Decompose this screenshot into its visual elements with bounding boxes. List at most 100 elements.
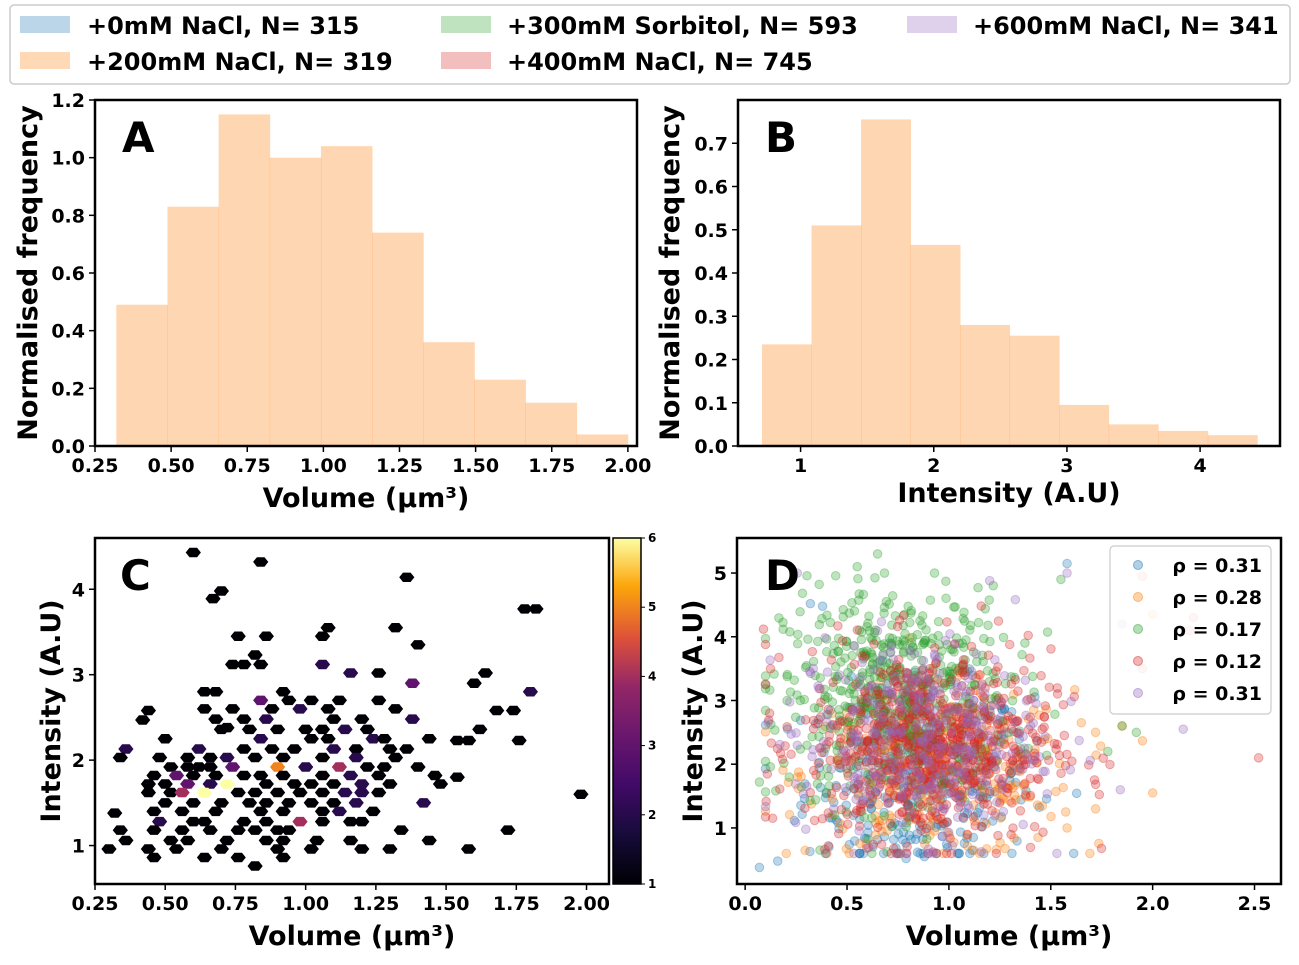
panel-d-point xyxy=(966,681,977,691)
panel-d-point xyxy=(842,809,852,820)
panel-d-point xyxy=(966,641,977,652)
panel-d-point xyxy=(855,814,865,825)
panel-d-point xyxy=(886,640,897,650)
panel-d-point xyxy=(847,650,857,661)
panel-d-point xyxy=(894,768,904,778)
panel-d-xticks: 0.0 0.5 1.0 1.5 2.0 2.5 xyxy=(728,884,1271,915)
panel-d-point xyxy=(830,661,841,672)
panel-a-xticks: 0.25 0.50 0.75 1.00 1.25 1.50 1.75 2.00 xyxy=(72,446,651,477)
panel-d-point xyxy=(853,788,864,799)
panel-d-point xyxy=(1034,710,1045,720)
panel-d-point xyxy=(942,617,952,627)
panel-d-xtick-label-2: 1.0 xyxy=(932,893,966,915)
panel-d-point xyxy=(1007,798,1017,808)
panel-d-point xyxy=(815,683,825,694)
panel-d-point xyxy=(997,724,1007,735)
panel-d-point xyxy=(907,746,917,757)
panel-d-point xyxy=(951,688,962,698)
panel-d-point xyxy=(862,746,872,756)
panel-d-point xyxy=(857,667,868,678)
panel-d-point xyxy=(866,747,876,757)
panel-d-point xyxy=(922,744,933,755)
panel-d-point xyxy=(944,708,954,719)
panel-c-hexbin-85 xyxy=(387,752,404,763)
panel-d-point xyxy=(861,839,871,850)
panel-d-point xyxy=(967,670,978,681)
panel-d-point xyxy=(914,821,925,832)
panel-d-point xyxy=(879,714,889,725)
panel-c-hexbin-20 xyxy=(477,668,493,678)
panel-d-point xyxy=(1030,751,1040,762)
panel-d-point xyxy=(955,732,966,743)
panel-d-point xyxy=(843,717,853,728)
panel-d-point xyxy=(1096,843,1107,854)
panel-d-point xyxy=(907,673,918,684)
panel-d-point xyxy=(916,728,926,739)
panel-c-hexbin-119 xyxy=(382,779,398,789)
panel-d-point xyxy=(919,769,929,780)
panel-d-point xyxy=(775,748,786,759)
panel-c-hexbin-139 xyxy=(258,798,274,808)
panel-d-point xyxy=(898,783,909,794)
panel-d-point xyxy=(760,671,771,681)
panel-c-hexbin-6 xyxy=(528,604,544,614)
panel-d-point xyxy=(984,752,994,763)
panel-d-point xyxy=(924,741,934,752)
panel-d-point xyxy=(955,797,966,807)
panel-c-hexbin-71 xyxy=(286,744,302,754)
panel-d-point xyxy=(905,735,915,746)
panel-d-point xyxy=(957,660,968,671)
panel-b-ytick-label-7: 0.7 xyxy=(694,133,728,155)
panel-d-point xyxy=(900,692,911,702)
panel-d-point xyxy=(1021,696,1032,706)
panel-d-point xyxy=(940,747,951,757)
panel-d-point xyxy=(919,706,930,717)
panel-c-hexbin-58 xyxy=(253,734,269,744)
panel-d-point xyxy=(1037,724,1047,734)
panel-c-hexbin-96 xyxy=(410,762,426,772)
panel-d-point xyxy=(906,772,917,783)
panel-d-point xyxy=(928,767,939,777)
panel-c-hexbin-128 xyxy=(270,787,286,798)
panel-d-point xyxy=(769,669,779,679)
panel-d-point xyxy=(981,776,992,786)
panel-d-point xyxy=(930,756,940,767)
panel-d-point xyxy=(925,796,935,806)
panel-c-hexbin-188 xyxy=(382,844,398,854)
panel-d-point xyxy=(822,667,833,677)
panel-d-point xyxy=(799,694,810,705)
panel-c-hexbin-21 xyxy=(466,678,482,688)
panel-d-point xyxy=(946,721,957,732)
panel-c-hexbin-151 xyxy=(331,806,347,817)
panel-d-point xyxy=(1037,801,1048,811)
panel-c-hexbin-147 xyxy=(208,806,224,817)
panel-d-point xyxy=(926,761,936,771)
panel-d-point xyxy=(886,774,897,785)
panel-d-point xyxy=(822,848,832,859)
panel-d-point xyxy=(871,685,881,696)
panel-d-point xyxy=(951,633,962,643)
panel-d-point xyxy=(1032,800,1043,810)
panel-d-point xyxy=(1007,695,1018,706)
panel-d-point xyxy=(862,693,872,704)
panel-d-point xyxy=(1013,686,1023,696)
panel-d-point xyxy=(974,762,985,772)
panel-d-point xyxy=(886,638,897,649)
panel-d-point xyxy=(963,717,974,728)
panel-d-point xyxy=(828,648,839,659)
panel-d-point xyxy=(911,706,922,716)
panel-d-point xyxy=(821,646,832,657)
panel-d-point xyxy=(854,783,864,793)
panel-b-ytick-label-2: 0.2 xyxy=(694,350,728,372)
panel-d-point xyxy=(802,781,812,792)
panel-d-point xyxy=(1023,714,1034,724)
panel-d-point xyxy=(965,620,976,631)
panel-d-point xyxy=(995,837,1005,848)
panel-b-bar-1 xyxy=(811,225,862,446)
panel-d-point xyxy=(859,649,870,659)
panel-d-point xyxy=(956,711,967,722)
panel-d-point xyxy=(842,753,852,764)
panel-d-point xyxy=(903,716,913,727)
panel-d-point xyxy=(904,747,915,758)
panel-d-point xyxy=(927,790,938,801)
